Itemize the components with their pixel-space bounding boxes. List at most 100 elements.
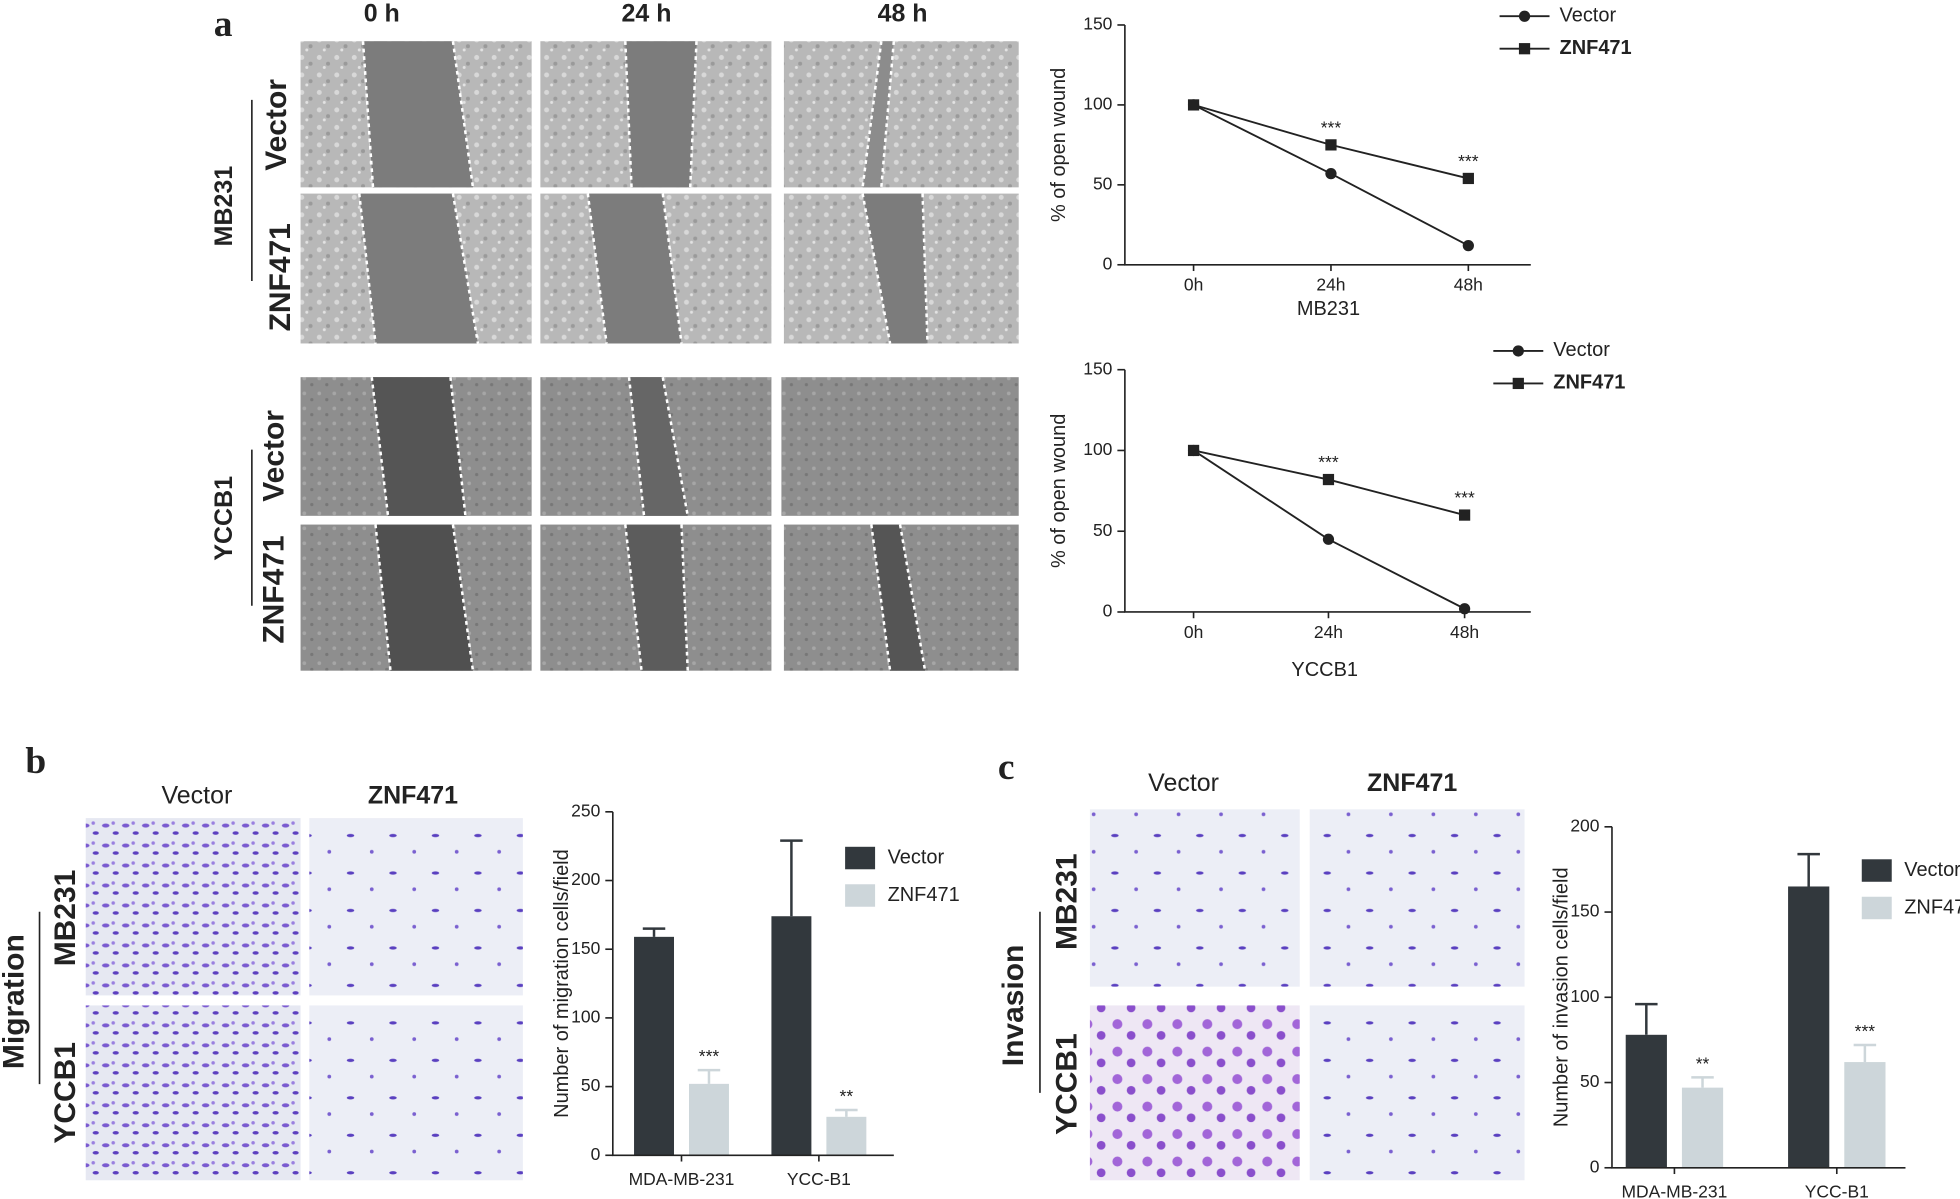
- x-tick-label: 0h: [1184, 622, 1203, 642]
- significance: **: [1696, 1054, 1710, 1074]
- column-header: 0 h: [364, 0, 400, 28]
- y-tick-label: 50: [1093, 520, 1113, 540]
- point: [1322, 473, 1335, 486]
- y-axis-label: % of open wound: [1048, 68, 1070, 222]
- error-bar: [1797, 852, 1820, 887]
- y-tick-label: 50: [581, 1075, 601, 1095]
- legend-marker: [1518, 10, 1531, 22]
- legend-swatch: [845, 846, 876, 870]
- x-tick-label: MDA-MB-231: [1622, 1181, 1728, 1199]
- y-tick-label: 100: [1083, 94, 1112, 114]
- legend-swatch: [845, 884, 876, 907]
- legend-label: Vector: [888, 846, 945, 868]
- significance: ***: [1458, 151, 1479, 171]
- panel-label: a: [214, 4, 233, 45]
- significance: ***: [1454, 487, 1475, 507]
- y-tick-label: 100: [571, 1007, 600, 1027]
- wound-images: [300, 41, 1019, 671]
- row-label: MB231: [1051, 853, 1084, 950]
- point: [1462, 239, 1474, 252]
- x-axis-label: MB231: [1297, 298, 1360, 320]
- y-axis-label: Number of migration cells/field: [551, 849, 573, 1118]
- y-tick-label: 150: [1083, 14, 1112, 34]
- axes: [611, 811, 894, 1157]
- row-label: Vector: [260, 79, 293, 171]
- column-header: 24 h: [622, 0, 672, 28]
- bar: [1844, 1062, 1886, 1168]
- significance: **: [840, 1086, 854, 1106]
- point: [1325, 139, 1337, 151]
- y-tick-label: 100: [1570, 986, 1599, 1006]
- point: [1187, 444, 1200, 457]
- row-label: MB231: [49, 870, 82, 967]
- x-tick-label: 24h: [1314, 622, 1343, 642]
- legend-swatch: [1861, 859, 1892, 882]
- y-tick-label: 150: [1083, 358, 1112, 378]
- legend-label: Vector: [1560, 5, 1617, 27]
- bar: [826, 1116, 867, 1156]
- y-tick-label: 50: [1093, 173, 1113, 193]
- y-tick-label: 200: [1570, 815, 1599, 835]
- y-tick-label: 0: [1590, 1156, 1600, 1176]
- x-tick-label: YCC-B1: [787, 1169, 851, 1189]
- bar: [634, 936, 675, 1156]
- row-label: ZNF471: [258, 535, 291, 643]
- point: [1462, 172, 1474, 185]
- x-tick-label: MDA-MB-231: [629, 1169, 735, 1189]
- bar: [1681, 1087, 1724, 1168]
- point: [1458, 509, 1471, 521]
- y-tick-label: 0: [591, 1144, 601, 1164]
- error-bar: [780, 839, 803, 917]
- column-header: Vector: [1148, 769, 1219, 797]
- legend-marker: [1518, 43, 1531, 55]
- error-bar: [697, 1068, 721, 1084]
- error-bar: [642, 927, 666, 937]
- column-header: ZNF471: [368, 781, 458, 809]
- error-bar: [1853, 1043, 1877, 1063]
- panel-label: b: [25, 741, 46, 782]
- x-tick-label: 24h: [1316, 275, 1345, 295]
- bar: [771, 916, 812, 1156]
- figure-labels: a 0 h 24 h 48 h Vector ZNF471 MB231 Vect…: [0, 0, 1457, 1144]
- column-header: 48 h: [878, 0, 928, 28]
- legend-label: ZNF471: [1560, 37, 1632, 59]
- point: [1325, 168, 1337, 180]
- row-label: YCCB1: [49, 1042, 82, 1144]
- legend-label: Vector: [1904, 859, 1960, 881]
- legend-label: ZNF471: [1553, 372, 1625, 394]
- bar: [1625, 1034, 1667, 1168]
- y-axis-label: % of open wound: [1048, 414, 1070, 568]
- y-tick-label: 0: [1103, 601, 1113, 621]
- error-bar: [835, 1108, 858, 1117]
- y-tick-label: 0: [1103, 253, 1113, 273]
- row-label: YCCB1: [1051, 1033, 1084, 1135]
- x-tick-label: 48h: [1450, 622, 1479, 642]
- assay-label: Invasion: [997, 945, 1030, 1067]
- legend-label: Vector: [1553, 339, 1610, 361]
- y-tick-label: 200: [571, 869, 600, 889]
- column-header: ZNF471: [1367, 769, 1457, 797]
- significance: ***: [1855, 1021, 1876, 1041]
- row-label: ZNF471: [264, 223, 297, 331]
- legend-label: ZNF471: [888, 884, 960, 906]
- significance: ***: [1318, 452, 1339, 472]
- significance: ***: [699, 1046, 720, 1066]
- significance: ***: [1321, 117, 1342, 137]
- assay-label: Migration: [0, 934, 31, 1069]
- x-tick-label: YCC-B1: [1805, 1181, 1869, 1199]
- y-tick-label: 50: [1580, 1071, 1600, 1091]
- legend-label: ZNF471: [1904, 896, 1960, 918]
- y-axis-label: Number of invasion cells/field: [1550, 867, 1572, 1127]
- panel-label: c: [998, 747, 1015, 788]
- error-bar: [1635, 1002, 1658, 1035]
- error-bar: [1691, 1076, 1714, 1088]
- y-tick-label: 150: [1570, 901, 1599, 921]
- x-tick-label: 0h: [1184, 275, 1203, 295]
- group-label: YCCB1: [210, 476, 238, 561]
- bar: [688, 1083, 729, 1156]
- x-tick-label: 48h: [1454, 275, 1483, 295]
- group-label: MB231: [210, 166, 238, 247]
- x-axis-label: YCCB1: [1291, 659, 1358, 681]
